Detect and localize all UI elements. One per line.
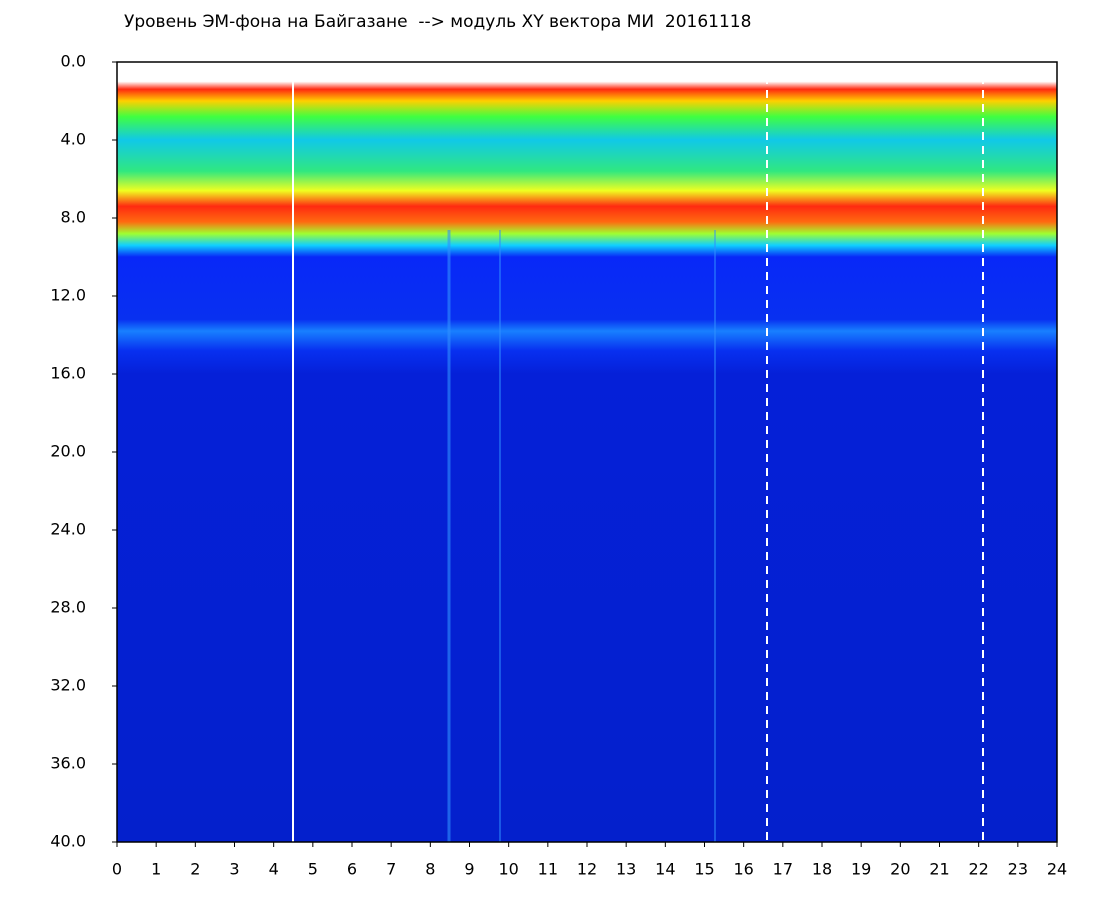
x-tick-label: 1 — [151, 860, 161, 879]
x-tick-label: 15 — [694, 860, 714, 879]
x-tick-label: 7 — [386, 860, 396, 879]
x-tick-label: 18 — [812, 860, 832, 879]
y-tick-label: 16.0 — [50, 364, 86, 383]
y-tick-label: 0.0 — [61, 52, 86, 71]
x-tick-label: 20 — [890, 860, 910, 879]
y-tick-label: 8.0 — [61, 208, 86, 227]
x-tick-label: 23 — [1008, 860, 1028, 879]
x-tick-label: 24 — [1047, 860, 1067, 879]
x-tick-label: 14 — [655, 860, 675, 879]
y-tick-label: 12.0 — [50, 286, 86, 305]
y-tick-label: 28.0 — [50, 598, 86, 617]
x-tick-label: 13 — [616, 860, 636, 879]
y-tick-label: 20.0 — [50, 442, 86, 461]
spectrogram — [117, 62, 1057, 842]
x-tick-label: 2 — [190, 860, 200, 879]
chart-title: Уровень ЭМ-фона на Байгазане --> модуль … — [124, 12, 751, 32]
x-tick-label: 19 — [851, 860, 871, 879]
x-tick-label: 16 — [733, 860, 753, 879]
x-tick-label: 21 — [929, 860, 949, 879]
y-tick-label: 36.0 — [50, 754, 86, 773]
y-tick-label: 32.0 — [50, 676, 86, 695]
x-tick-label: 22 — [968, 860, 988, 879]
x-tick-label: 12 — [577, 860, 597, 879]
x-tick-label: 3 — [229, 860, 239, 879]
x-tick-label: 6 — [347, 860, 357, 879]
x-tick-label: 8 — [425, 860, 435, 879]
x-tick-label: 0 — [112, 860, 122, 879]
x-tick-label: 9 — [464, 860, 474, 879]
y-tick-label: 40.0 — [50, 832, 86, 851]
x-tick-label: 5 — [308, 860, 318, 879]
x-tick-label: 11 — [538, 860, 558, 879]
y-tick-label: 4.0 — [61, 130, 86, 149]
plot-area — [117, 62, 1057, 842]
x-tick-label: 4 — [269, 860, 279, 879]
x-tick-label: 17 — [773, 860, 793, 879]
x-tick-label: 10 — [498, 860, 518, 879]
y-tick-label: 24.0 — [50, 520, 86, 539]
